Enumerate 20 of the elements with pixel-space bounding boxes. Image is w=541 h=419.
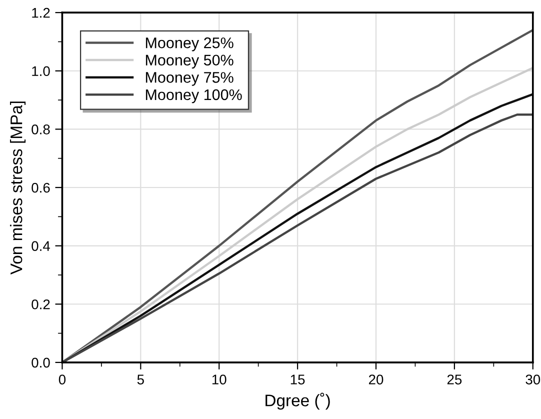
y-tick-label: 0.4 xyxy=(32,241,50,251)
legend-label: Mooney 100% xyxy=(146,89,242,104)
x-tick-label: 30 xyxy=(526,374,540,384)
x-tick-label: 10 xyxy=(212,374,226,384)
x-tick-label: 0 xyxy=(58,374,66,384)
x-axis-title: Dgree (˚) xyxy=(266,392,330,410)
y-tick-label: 0.8 xyxy=(32,124,50,134)
y-tick-label: 0.0 xyxy=(32,358,50,368)
x-tick-label: 25 xyxy=(447,374,462,384)
x-tick-label: 15 xyxy=(290,374,305,384)
legend-label: Mooney 75% xyxy=(146,72,234,86)
y-tick-label: 0.2 xyxy=(32,299,50,310)
legend-label: Mooney 50% xyxy=(146,54,234,69)
x-tick-label: 20 xyxy=(368,374,384,384)
y-axis-title: Von mises stress [MPa] xyxy=(10,102,26,274)
legend-label: Mooney 25% xyxy=(146,37,234,52)
y-tick-label: 1.0 xyxy=(32,66,50,76)
x-tick-label: 5 xyxy=(137,374,144,384)
y-tick-label: 1.2 xyxy=(32,8,50,18)
y-tick-label: 0.6 xyxy=(32,182,50,193)
